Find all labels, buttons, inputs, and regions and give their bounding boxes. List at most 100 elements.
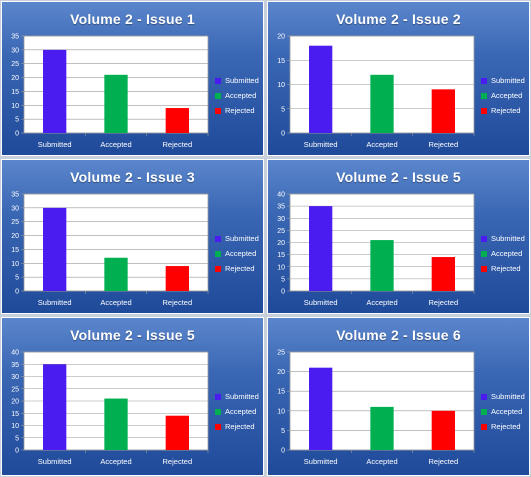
y-tick-label: 40 — [277, 192, 285, 199]
legend-item-submitted: Submitted — [481, 73, 525, 88]
bar-chart: 0 5 10 15 20 25 30 35 40 Submitted Accepted Rejecte… — [277, 192, 475, 307]
legend-swatch — [215, 77, 221, 84]
x-tick-label: Accepted — [366, 457, 397, 466]
legend-swatch — [215, 92, 221, 99]
bar-rejected — [165, 108, 189, 133]
y-tick-label: 30 — [11, 374, 19, 381]
y-tick-label: 35 — [277, 204, 285, 211]
legend: Submitted Accepted Rejected — [215, 389, 259, 434]
y-tick-label: 30 — [11, 47, 19, 54]
legend-swatch — [481, 265, 487, 272]
legend-label: Rejected — [225, 422, 255, 431]
y-tick-label: 5 — [15, 435, 19, 442]
legend-swatch — [481, 92, 487, 99]
y-tick-label: 25 — [11, 61, 19, 68]
x-tick-label: Accepted — [366, 298, 397, 307]
y-tick-label: 25 — [11, 219, 19, 226]
legend: Submitted Accepted Rejected — [481, 389, 525, 434]
bar-submitted — [309, 206, 333, 291]
bar-submitted — [43, 207, 67, 291]
bar-submitted — [309, 45, 333, 134]
y-tick-label: 10 — [277, 264, 285, 271]
y-tick-label: 15 — [11, 247, 19, 254]
x-tick-label: Rejected — [429, 298, 459, 307]
legend-label: Rejected — [225, 106, 255, 115]
legend-item-submitted: Submitted — [215, 231, 259, 246]
y-tick-label: 35 — [11, 192, 19, 199]
legend-label: Rejected — [225, 264, 255, 273]
y-tick-label: 30 — [11, 205, 19, 212]
legend: Submitted Accepted Rejected — [481, 231, 525, 276]
bar-submitted — [309, 367, 333, 450]
legend-item-submitted: Submitted — [481, 389, 525, 404]
legend-swatch — [481, 235, 487, 242]
legend-swatch — [481, 107, 487, 114]
chart-panel-2: Volume 2 - Issue 2 0 5 10 15 20 Submitted Acce… — [267, 1, 530, 156]
y-tick-label: 15 — [277, 389, 285, 396]
y-tick-label: 15 — [11, 89, 19, 96]
legend-label: Submitted — [225, 76, 259, 85]
bar-submitted — [43, 364, 67, 450]
y-tick-label: 0 — [281, 289, 285, 296]
x-tick-label: Rejected — [163, 140, 193, 149]
legend-label: Rejected — [491, 264, 521, 273]
bar-rejected — [431, 89, 455, 133]
legend-label: Accepted — [491, 91, 523, 100]
bar-accepted — [104, 398, 128, 450]
bar-submitted — [43, 49, 67, 133]
y-tick-label: 10 — [277, 408, 285, 415]
chart-panel-4: Volume 2 - Issue 5 0 5 10 15 20 25 30 35 40 Submi… — [267, 159, 530, 314]
y-tick-label: 20 — [11, 399, 19, 406]
chart-title: Volume 2 - Issue 5 — [336, 169, 461, 185]
y-tick-label: 10 — [11, 103, 19, 110]
legend-swatch — [215, 408, 221, 415]
y-tick-label: 20 — [277, 34, 285, 41]
y-tick-label: 25 — [277, 228, 285, 235]
bar-accepted — [370, 406, 394, 450]
legend-label: Accepted — [225, 91, 257, 100]
x-tick-label: Rejected — [163, 457, 193, 466]
chart-panel-1: Volume 2 - Issue 1 0 5 10 15 20 25 30 35 Submitt… — [1, 1, 264, 156]
legend-item-submitted: Submitted — [215, 389, 259, 404]
legend-item-accepted: Accepted — [215, 88, 259, 103]
y-tick-label: 0 — [15, 131, 19, 138]
y-tick-label: 5 — [15, 117, 19, 124]
y-tick-label: 0 — [15, 289, 19, 296]
y-tick-label: 5 — [281, 106, 285, 113]
y-tick-label: 30 — [277, 216, 285, 223]
bar-chart: 0 5 10 15 20 25 30 35 Submitted Accepted Rejected — [11, 34, 209, 149]
bar-chart: 0 5 10 15 20 Submitted Accepted Rejected — [277, 34, 475, 149]
bar-rejected — [165, 415, 189, 450]
legend-swatch — [215, 423, 221, 430]
legend-label: Submitted — [491, 392, 525, 401]
x-tick-label: Accepted — [366, 140, 397, 149]
legend-item-rejected: Rejected — [215, 419, 259, 434]
legend-item-rejected: Rejected — [481, 103, 525, 118]
y-tick-label: 25 — [11, 386, 19, 393]
legend-label: Submitted — [225, 234, 259, 243]
bar-accepted — [104, 257, 128, 291]
bar-chart: 0 5 10 15 20 25 Submitted Accepted Rejected — [277, 350, 475, 466]
y-tick-label: 35 — [11, 362, 19, 369]
y-tick-label: 0 — [15, 448, 19, 455]
chart-title: Volume 2 - Issue 5 — [70, 327, 195, 343]
bar-accepted — [104, 74, 128, 133]
x-tick-label: Accepted — [100, 140, 131, 149]
legend-swatch — [481, 77, 487, 84]
x-tick-label: Rejected — [429, 140, 459, 149]
x-tick-label: Rejected — [163, 298, 193, 307]
legend-swatch — [215, 235, 221, 242]
y-tick-label: 35 — [11, 34, 19, 41]
chart-panel-3: Volume 2 - Issue 3 0 5 10 15 20 25 30 35 Submitt… — [1, 159, 264, 314]
legend-item-accepted: Accepted — [215, 404, 259, 419]
legend-item-rejected: Rejected — [481, 261, 525, 276]
y-tick-label: 0 — [281, 448, 285, 455]
x-tick-label: Accepted — [100, 457, 131, 466]
y-tick-label: 40 — [11, 350, 19, 357]
legend-label: Accepted — [225, 407, 257, 416]
chart-title: Volume 2 - Issue 6 — [336, 327, 461, 343]
legend-swatch — [481, 250, 487, 257]
chart-title: Volume 2 - Issue 3 — [70, 169, 195, 185]
legend-label: Submitted — [491, 76, 525, 85]
